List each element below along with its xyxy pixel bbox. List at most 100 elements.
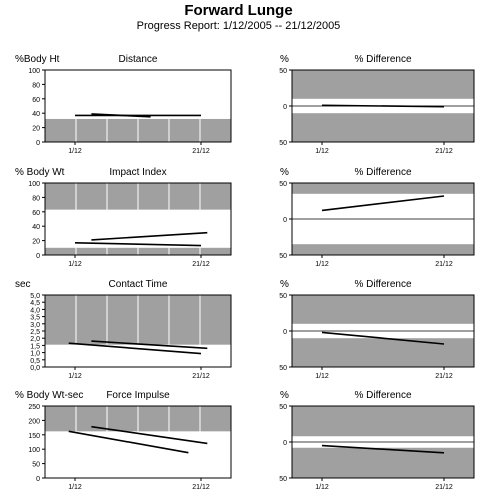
y-axis-label: % Body Wt [15,167,65,178]
x-tick-label: 1/12 [315,484,329,489]
x-tick-label: 21/12 [192,148,210,155]
y-tick-label: 0,5 [30,358,40,365]
y-tick-label: 4,5 [30,300,40,307]
y-tick-label: 20 [32,126,40,133]
y-tick-label: 50 [279,68,287,75]
y-axis-label: % [280,167,289,178]
y-tick-label: 40 [32,224,40,231]
x-tick-label: 21/12 [435,148,453,155]
y-tick-label: 80 [32,82,40,89]
chart-title: % Difference [354,54,412,65]
x-tick-label: 21/12 [192,484,210,489]
y-tick-label: 20 [32,239,40,246]
y-axis-label: %Body Ht [15,54,60,65]
chart-title: Impact Index [109,167,166,178]
x-tick-label: 1/12 [315,261,329,268]
y-tick-label: 1,0 [30,351,40,358]
plot-frame [44,405,232,479]
y-tick-label: 1,5 [30,343,40,350]
y-tick-label: 0 [36,140,40,147]
y-tick-label: 100 [28,68,40,75]
chart-left-3: 0 50 100 150 200 250 1/12 21/12 Force Impulse % B… [15,390,232,489]
y-tick-label: 150 [28,433,40,440]
chart-left-1: 0 20 40 60 80 100 1/12 21/12 Impact Index % Body … [15,167,232,268]
band-region [292,70,474,99]
y-tick-label: 40 [32,111,40,118]
series-line [68,342,202,355]
series-line [321,104,445,108]
y-axis-label: % [280,279,289,290]
y-tick-label: 60 [32,97,40,104]
x-tick-label: 1/12 [315,373,329,380]
y-tick-label: 50 [279,181,287,188]
y-axis-label: % [280,390,289,401]
y-tick-label: 4,0 [30,307,40,314]
x-tick-label: 1/12 [68,261,82,268]
series-line [91,425,208,445]
plot-frame [44,69,232,143]
y-tick-label: 0 [283,329,287,336]
chart-title: % Difference [354,279,412,290]
x-tick-label: 21/12 [435,261,453,268]
y-tick-label: 50 [279,404,287,411]
x-tick-label: 21/12 [435,484,453,489]
chart-right-2: 50 0 50 1/12 21/12 % Difference% [279,279,475,380]
y-tick-label: 3,0 [30,322,40,329]
y-tick-label: 80 [32,195,40,202]
plot-frame [44,182,232,256]
x-tick-label: 1/12 [68,484,82,489]
y-tick-label: 0 [36,253,40,260]
chart-left-2: 0,00,51,01,52,02,53,03,54,04,55,0 1/12 21/… [15,279,232,380]
chart-left-0: 0 20 40 60 80 100 1/12 21/12 Distance %Body Ht [15,54,232,155]
series-line [91,113,151,118]
chart-title: Contact Time [109,279,168,290]
series-line [68,430,189,454]
y-tick-label: 2,0 [30,336,40,343]
x-tick-label: 21/12 [435,373,453,380]
chart-title: Force Impulse [106,390,170,401]
chart-title: Distance [119,54,158,65]
report-subtitle: Progress Report: 1/12/2005 -- 21/12/2005 [136,20,341,32]
y-axis-label: % Body Wt-sec [15,390,83,401]
series-line [91,340,208,350]
series-line [321,195,445,212]
chart-title: % Difference [354,167,412,178]
y-tick-label: 100 [28,447,40,454]
y-tick-label: 0 [36,476,40,483]
chart-title: % Difference [354,390,412,401]
band-region [292,406,474,437]
band-region [292,113,474,142]
band-region [292,338,474,367]
y-tick-label: 50 [279,253,287,260]
chart-right-3: 50 0 50 1/12 21/12 % Difference% [279,390,475,489]
report-title: Forward Lunge [184,2,293,19]
x-tick-label: 1/12 [68,148,82,155]
band-region [292,447,474,478]
y-tick-label: 250 [28,404,40,411]
series-line [321,331,445,345]
y-tick-label: 3,5 [30,315,40,322]
y-tick-label: 50 [279,476,287,483]
y-tick-label: 0 [283,217,287,224]
series-line [91,231,208,241]
y-tick-label: 50 [279,293,287,300]
chart-right-1: 50 0 50 1/12 21/12 % Difference% [279,167,475,268]
x-tick-label: 1/12 [68,373,82,380]
y-tick-label: 2,5 [30,329,40,336]
series-line [321,444,445,454]
y-tick-label: 60 [32,210,40,217]
x-tick-label: 21/12 [192,261,210,268]
y-tick-label: 0,0 [30,365,40,372]
x-tick-label: 21/12 [192,373,210,380]
x-tick-label: 1/12 [315,148,329,155]
y-axis-label: sec [15,279,31,290]
band-region [292,183,474,194]
y-tick-label: 200 [28,418,40,425]
series-line [74,242,202,247]
y-tick-label: 0 [283,104,287,111]
y-tick-label: 50 [32,462,40,469]
y-tick-label: 5,0 [30,293,40,300]
y-axis-label: % [280,54,289,65]
y-tick-label: 0 [283,440,287,447]
